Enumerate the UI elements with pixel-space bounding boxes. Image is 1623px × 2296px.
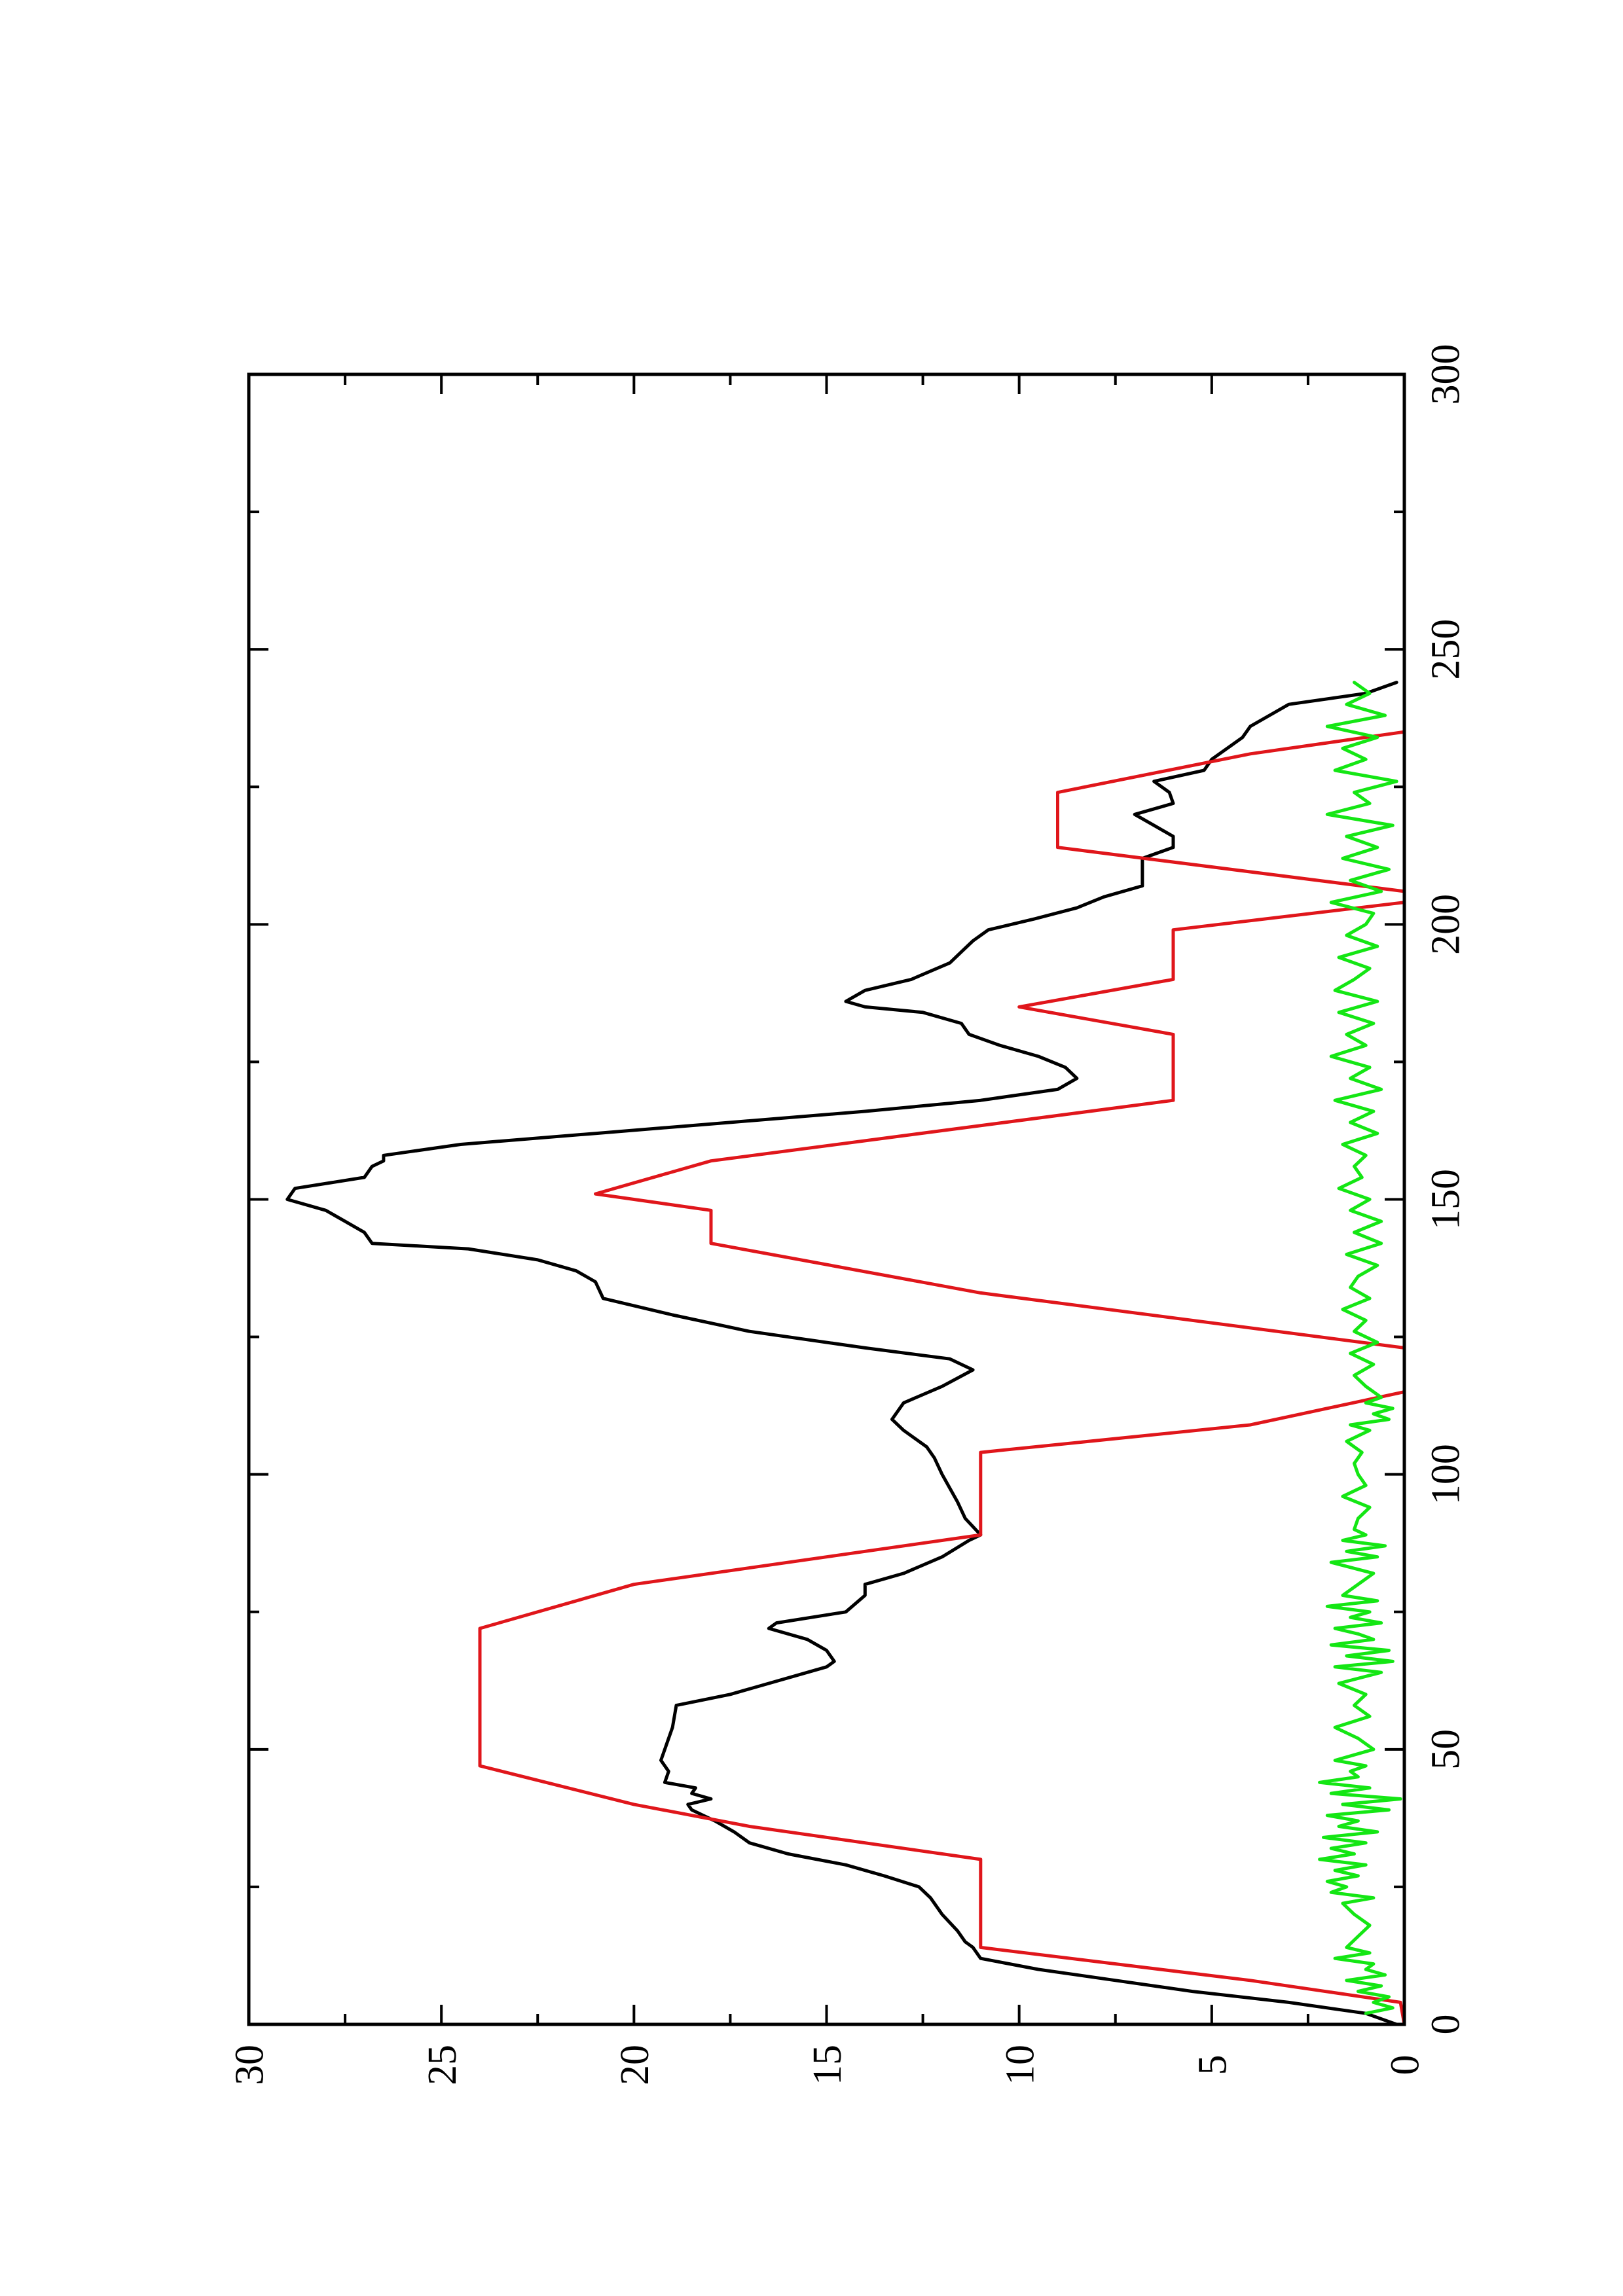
x-tick-label: 100 [1424,1444,1468,1505]
x-tick-label: 200 [1424,894,1468,955]
y-tick-label: 10 [998,2045,1042,2085]
plot-frame [247,372,1406,2026]
x-tick-label: 250 [1424,619,1468,680]
series-layer [285,681,1406,2026]
x-tick-label: 300 [1424,344,1468,405]
x-tick-label: 0 [1424,2015,1468,2035]
y-tick-label: 0 [1383,2055,1428,2075]
x-tick-label: 150 [1424,1169,1468,1230]
y-tick-label: 25 [420,2045,465,2085]
y-tick-label: 30 [228,2045,272,2085]
y-tick-label: 5 [1191,2055,1235,2075]
y-tick-label: 20 [613,2045,657,2085]
green-series-line [1318,681,1402,2015]
tick-labels: 0 50 100 150 200 250 300 0 5 10 15 20 25 30 [228,344,1468,2086]
tick-marks [247,373,1406,2026]
x-tick-label: 50 [1424,1729,1468,1770]
red-series-line [478,730,1406,2026]
black-series-line [285,681,1398,2026]
y-tick-label: 15 [805,2045,850,2085]
